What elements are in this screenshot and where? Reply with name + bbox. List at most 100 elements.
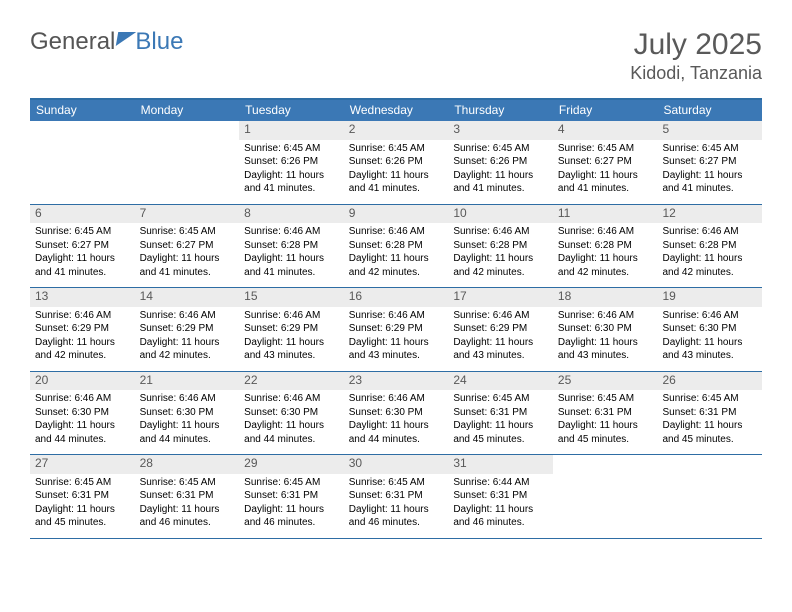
day-body: Sunrise: 6:44 AMSunset: 6:31 PMDaylight:…	[448, 474, 553, 538]
week-row: 27Sunrise: 6:45 AMSunset: 6:31 PMDayligh…	[30, 455, 762, 539]
day-body: Sunrise: 6:45 AMSunset: 6:31 PMDaylight:…	[344, 474, 449, 538]
sunrise-text: Sunrise: 6:45 AM	[140, 225, 235, 239]
day-cell: 4Sunrise: 6:45 AMSunset: 6:27 PMDaylight…	[553, 121, 658, 204]
daylight-text: Daylight: 11 hours and 42 minutes.	[349, 252, 444, 279]
day-number: 12	[657, 205, 762, 224]
daylight-text: Daylight: 11 hours and 41 minutes.	[35, 252, 130, 279]
day-number: 10	[448, 205, 553, 224]
day-body: Sunrise: 6:46 AMSunset: 6:30 PMDaylight:…	[553, 307, 658, 371]
week-row: 1Sunrise: 6:45 AMSunset: 6:26 PMDaylight…	[30, 121, 762, 205]
sunset-text: Sunset: 6:30 PM	[140, 406, 235, 420]
day-number: 31	[448, 455, 553, 474]
day-cell	[553, 455, 658, 538]
day-cell	[657, 455, 762, 538]
day-number: 24	[448, 372, 553, 391]
weeks-container: 1Sunrise: 6:45 AMSunset: 6:26 PMDaylight…	[30, 121, 762, 539]
day-cell: 13Sunrise: 6:46 AMSunset: 6:29 PMDayligh…	[30, 288, 135, 371]
day-cell: 28Sunrise: 6:45 AMSunset: 6:31 PMDayligh…	[135, 455, 240, 538]
day-cell	[135, 121, 240, 204]
sunset-text: Sunset: 6:26 PM	[453, 155, 548, 169]
day-body: Sunrise: 6:46 AMSunset: 6:28 PMDaylight:…	[344, 223, 449, 287]
daylight-text: Daylight: 11 hours and 46 minutes.	[349, 503, 444, 530]
brand-mark-icon	[116, 32, 136, 46]
sunrise-text: Sunrise: 6:46 AM	[35, 392, 130, 406]
sunrise-text: Sunrise: 6:46 AM	[140, 392, 235, 406]
daylight-text: Daylight: 11 hours and 42 minutes.	[453, 252, 548, 279]
sunrise-text: Sunrise: 6:46 AM	[140, 309, 235, 323]
day-body: Sunrise: 6:46 AMSunset: 6:28 PMDaylight:…	[448, 223, 553, 287]
day-body: Sunrise: 6:45 AMSunset: 6:31 PMDaylight:…	[239, 474, 344, 538]
sunset-text: Sunset: 6:31 PM	[453, 489, 548, 503]
sunrise-text: Sunrise: 6:46 AM	[453, 225, 548, 239]
sunrise-text: Sunrise: 6:46 AM	[453, 309, 548, 323]
daylight-text: Daylight: 11 hours and 42 minutes.	[662, 252, 757, 279]
day-number: 23	[344, 372, 449, 391]
sunset-text: Sunset: 6:31 PM	[453, 406, 548, 420]
daylight-text: Daylight: 11 hours and 45 minutes.	[453, 419, 548, 446]
day-number: 7	[135, 205, 240, 224]
sunset-text: Sunset: 6:30 PM	[349, 406, 444, 420]
daylight-text: Daylight: 11 hours and 46 minutes.	[453, 503, 548, 530]
daylight-text: Daylight: 11 hours and 44 minutes.	[140, 419, 235, 446]
day-cell: 27Sunrise: 6:45 AMSunset: 6:31 PMDayligh…	[30, 455, 135, 538]
day-number: 25	[553, 372, 658, 391]
day-body: Sunrise: 6:46 AMSunset: 6:29 PMDaylight:…	[30, 307, 135, 371]
sunset-text: Sunset: 6:29 PM	[140, 322, 235, 336]
sunset-text: Sunset: 6:31 PM	[35, 489, 130, 503]
day-number: 11	[553, 205, 658, 224]
day-number: 17	[448, 288, 553, 307]
daylight-text: Daylight: 11 hours and 45 minutes.	[662, 419, 757, 446]
daylight-text: Daylight: 11 hours and 43 minutes.	[558, 336, 653, 363]
daylight-text: Daylight: 11 hours and 46 minutes.	[140, 503, 235, 530]
dow-cell: Thursday	[448, 100, 553, 121]
day-number: 6	[30, 205, 135, 224]
day-number: 19	[657, 288, 762, 307]
sunset-text: Sunset: 6:27 PM	[558, 155, 653, 169]
dow-cell: Monday	[135, 100, 240, 121]
sunrise-text: Sunrise: 6:46 AM	[349, 392, 444, 406]
sunrise-text: Sunrise: 6:46 AM	[244, 225, 339, 239]
day-number: 16	[344, 288, 449, 307]
sunset-text: Sunset: 6:27 PM	[662, 155, 757, 169]
day-body: Sunrise: 6:45 AMSunset: 6:31 PMDaylight:…	[30, 474, 135, 538]
day-body: Sunrise: 6:46 AMSunset: 6:28 PMDaylight:…	[657, 223, 762, 287]
day-cell: 8Sunrise: 6:46 AMSunset: 6:28 PMDaylight…	[239, 205, 344, 288]
sunset-text: Sunset: 6:30 PM	[244, 406, 339, 420]
sunset-text: Sunset: 6:30 PM	[35, 406, 130, 420]
day-number: 1	[239, 121, 344, 140]
sunset-text: Sunset: 6:31 PM	[244, 489, 339, 503]
day-body: Sunrise: 6:46 AMSunset: 6:30 PMDaylight:…	[657, 307, 762, 371]
daylight-text: Daylight: 11 hours and 41 minutes.	[244, 169, 339, 196]
day-body: Sunrise: 6:46 AMSunset: 6:30 PMDaylight:…	[30, 390, 135, 454]
header: General Blue July 2025 Kidodi, Tanzania	[30, 28, 762, 84]
sunrise-text: Sunrise: 6:45 AM	[662, 392, 757, 406]
sunset-text: Sunset: 6:31 PM	[558, 406, 653, 420]
day-body: Sunrise: 6:45 AMSunset: 6:27 PMDaylight:…	[553, 140, 658, 204]
day-cell: 9Sunrise: 6:46 AMSunset: 6:28 PMDaylight…	[344, 205, 449, 288]
day-cell: 12Sunrise: 6:46 AMSunset: 6:28 PMDayligh…	[657, 205, 762, 288]
day-body: Sunrise: 6:46 AMSunset: 6:30 PMDaylight:…	[135, 390, 240, 454]
sunset-text: Sunset: 6:31 PM	[140, 489, 235, 503]
sunrise-text: Sunrise: 6:46 AM	[662, 225, 757, 239]
day-body: Sunrise: 6:46 AMSunset: 6:30 PMDaylight:…	[239, 390, 344, 454]
day-body: Sunrise: 6:45 AMSunset: 6:26 PMDaylight:…	[239, 140, 344, 204]
sunrise-text: Sunrise: 6:46 AM	[349, 309, 444, 323]
sunrise-text: Sunrise: 6:46 AM	[349, 225, 444, 239]
sunrise-text: Sunrise: 6:45 AM	[349, 142, 444, 156]
day-number: 20	[30, 372, 135, 391]
sunset-text: Sunset: 6:31 PM	[349, 489, 444, 503]
day-cell: 31Sunrise: 6:44 AMSunset: 6:31 PMDayligh…	[448, 455, 553, 538]
daylight-text: Daylight: 11 hours and 43 minutes.	[244, 336, 339, 363]
dow-cell: Sunday	[30, 100, 135, 121]
sunrise-text: Sunrise: 6:44 AM	[453, 476, 548, 490]
day-cell: 5Sunrise: 6:45 AMSunset: 6:27 PMDaylight…	[657, 121, 762, 204]
day-cell: 19Sunrise: 6:46 AMSunset: 6:30 PMDayligh…	[657, 288, 762, 371]
day-cell: 7Sunrise: 6:45 AMSunset: 6:27 PMDaylight…	[135, 205, 240, 288]
sunrise-text: Sunrise: 6:45 AM	[244, 142, 339, 156]
sunset-text: Sunset: 6:29 PM	[349, 322, 444, 336]
day-number: 15	[239, 288, 344, 307]
daylight-text: Daylight: 11 hours and 43 minutes.	[662, 336, 757, 363]
sunrise-text: Sunrise: 6:46 AM	[35, 309, 130, 323]
day-cell: 24Sunrise: 6:45 AMSunset: 6:31 PMDayligh…	[448, 372, 553, 455]
sunrise-text: Sunrise: 6:45 AM	[558, 142, 653, 156]
